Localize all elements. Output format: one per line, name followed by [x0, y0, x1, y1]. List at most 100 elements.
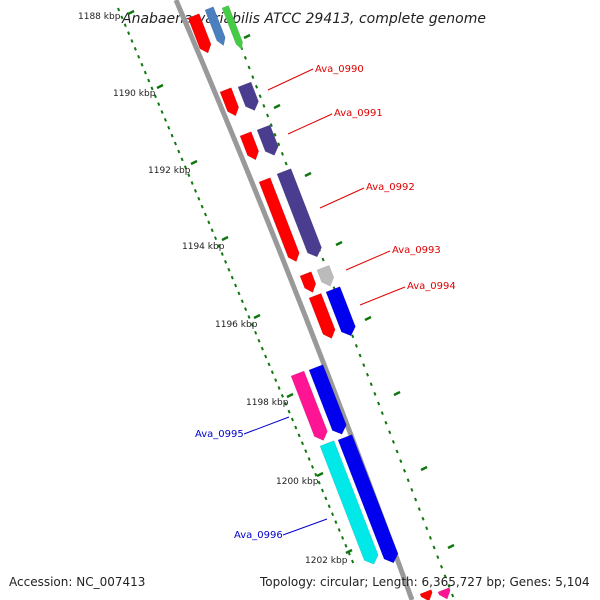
gene-label-ava-0996[interactable]: Ava_0996: [234, 530, 283, 541]
inner-guide-dot: [267, 362, 271, 367]
inner-guide-dot: [334, 520, 338, 524]
gene-label-ava-0995[interactable]: Ava_0995: [195, 429, 244, 440]
tick-mark: [243, 33, 251, 40]
inner-guide-dot: [254, 330, 258, 335]
leader-line: [267, 68, 314, 91]
gene-label-ava-0994[interactable]: Ava_0994: [407, 281, 456, 292]
inner-guide-dot: [274, 378, 278, 382]
tick-mark: [393, 390, 401, 397]
tick-mark: [156, 83, 164, 90]
gene-arrow: [308, 292, 336, 339]
inner-guide-dot: [227, 267, 231, 272]
guide-rings: [117, 7, 455, 598]
outer-guide-dot: [262, 104, 266, 108]
outer-guide-dot: [351, 334, 355, 339]
outer-guide-dot: [447, 584, 451, 588]
outer-guide-dot: [439, 564, 444, 569]
tick-label: 1200 kbp: [276, 477, 319, 487]
gene-arrow: [316, 264, 335, 287]
outer-guide-dot: [425, 526, 429, 531]
inner-guide-dot: [173, 141, 177, 146]
inner-guide-dot: [127, 31, 131, 36]
scale-ticks: 1188 kbp 1190 kbp 1192 kbp 1194 kbp 1196…: [78, 9, 455, 566]
inner-guide-dot: [123, 23, 127, 28]
outer-guide-dot: [402, 468, 407, 473]
tick-label: 1202 kbp: [305, 556, 348, 566]
outer-guide-dot: [358, 353, 362, 358]
inner-guide-dot: [180, 157, 184, 162]
leader-line: [345, 250, 391, 271]
outer-guide-dot: [388, 430, 392, 435]
inner-guide-dot: [224, 259, 228, 264]
inner-guide-dot: [297, 433, 301, 438]
gene-arrow: [187, 13, 212, 54]
gene-label-ava-0990[interactable]: Ava_0990: [315, 64, 364, 75]
inner-guide-dot: [344, 543, 348, 548]
inner-guide-dot: [170, 133, 174, 138]
inner-guide-dot: [247, 315, 251, 319]
outer-guide-dot: [243, 56, 247, 60]
tick-label: 1198 kbp: [246, 398, 289, 408]
inner-guide-dot: [290, 417, 294, 422]
tick-label: 1196 kbp: [215, 320, 258, 330]
outer-guide-dot: [399, 459, 403, 463]
inner-guide-dot: [230, 275, 234, 280]
inner-guide-dot: [197, 196, 201, 201]
inner-guide-dot: [234, 283, 238, 288]
outer-guide-dot: [377, 401, 381, 406]
outer-guide-dot: [436, 555, 440, 559]
outer-guide-dot: [284, 161, 288, 166]
outer-guide-dot: [247, 65, 251, 70]
gene-track: [187, 5, 451, 600]
inner-guide-dot: [337, 528, 341, 532]
leader-line: [319, 187, 365, 209]
inner-guide-dot: [217, 244, 221, 248]
outer-guide-dot: [443, 574, 447, 579]
gene-arrow: [276, 168, 322, 258]
inner-guide-dot: [287, 409, 291, 414]
inner-guide-dot: [250, 323, 254, 327]
inner-guide-dot: [270, 370, 274, 375]
inner-guide-dot: [203, 212, 208, 217]
accession-text: Accession: NC_007413: [9, 575, 145, 589]
inner-guide-dot: [120, 15, 124, 20]
gene-labels: Ava_0990 Ava_0991 Ava_0992 Ava_0993 Ava_…: [195, 64, 456, 541]
outer-guide-dot: [414, 497, 418, 502]
inner-guide-dot: [304, 449, 308, 453]
outer-guide-dot: [251, 75, 255, 79]
inner-guide-dot: [294, 425, 298, 430]
outer-guide-dot: [354, 344, 358, 348]
inner-guide-dot: [137, 54, 141, 59]
inner-guide-dot: [264, 354, 268, 359]
inner-guide-dot: [300, 441, 304, 446]
outer-guide-dot: [406, 478, 410, 483]
gene-label-ava-0991[interactable]: Ava_0991: [334, 108, 383, 119]
gene-label-ava-0992[interactable]: Ava_0992: [366, 182, 415, 193]
outer-guide-dot: [266, 113, 270, 118]
outer-guide-dot: [258, 94, 262, 99]
inner-guide-dot: [160, 110, 164, 114]
inner-guide-dot: [207, 220, 211, 225]
inner-guide-dot: [143, 70, 147, 75]
outer-guide-dot: [451, 593, 455, 598]
gene-arrow: [237, 81, 259, 111]
leader-line: [287, 113, 333, 135]
tick-mark: [253, 313, 261, 320]
inner-guide-dot: [277, 386, 281, 390]
tick-label: 1194 kbp: [182, 242, 225, 252]
outer-guide-dot: [277, 142, 281, 147]
inner-guide-dot: [341, 535, 345, 540]
outer-guide-dot: [395, 449, 399, 454]
leader-line: [282, 518, 328, 536]
gene-label-ava-0993[interactable]: Ava_0993: [392, 245, 441, 256]
gene-arrow: [256, 124, 279, 156]
inner-guide-dot: [200, 204, 204, 209]
inner-guide-dot: [317, 480, 321, 485]
outer-guide-dot: [269, 123, 273, 127]
gene-arrow: [308, 364, 347, 435]
tick-mark: [273, 103, 281, 110]
inner-guide-dot: [327, 504, 331, 509]
tick-label: 1190 kbp: [113, 89, 156, 99]
inner-guide-dot: [244, 307, 248, 312]
